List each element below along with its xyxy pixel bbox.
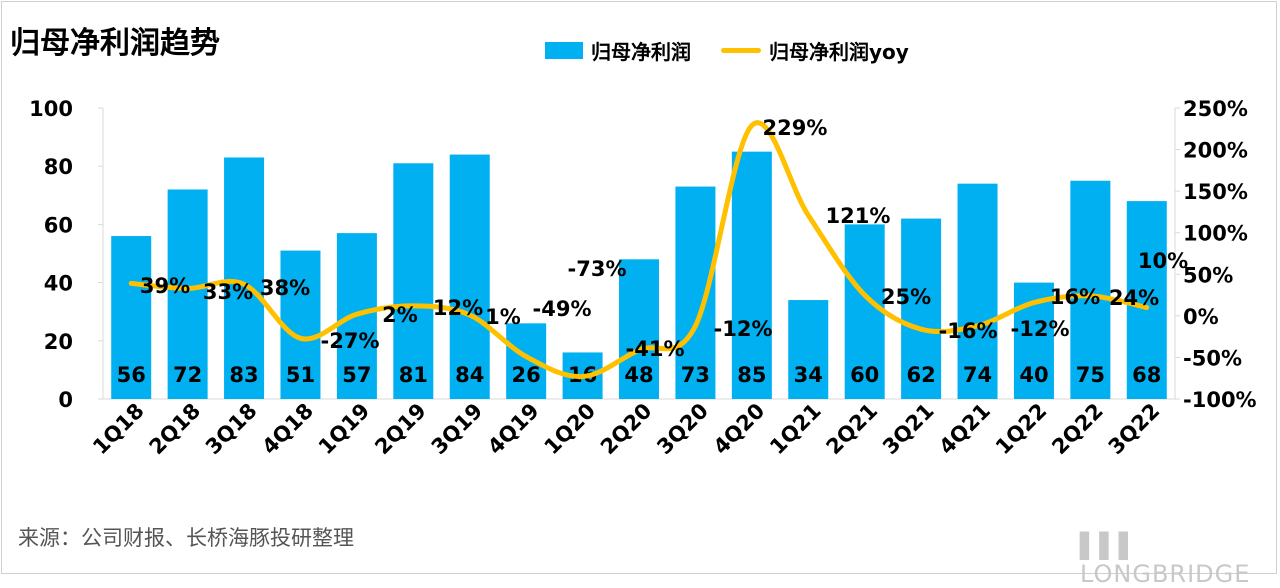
x-tick-label: 1Q22 (991, 399, 1052, 460)
bar-data-label: 83 (229, 363, 258, 387)
x-tick-label: 3Q20 (652, 399, 713, 460)
brand-logo: ▌▌▌ LONGBRIDGE (1080, 532, 1251, 588)
bar (111, 236, 152, 399)
left-tick-label: 0 (58, 388, 73, 412)
x-tick-label: 2Q19 (370, 399, 431, 460)
bar (224, 157, 265, 399)
line-data-label: -49% (533, 297, 592, 321)
bar-data-label: 62 (906, 363, 935, 387)
x-tick-label: 1Q20 (540, 399, 601, 460)
line-data-label: 39% (140, 274, 190, 298)
x-tick-label: 2Q20 (596, 399, 657, 460)
line-data-label: 24% (1109, 286, 1159, 310)
line-data-label: 10% (1138, 249, 1188, 273)
left-tick-label: 100 (29, 97, 73, 121)
x-tick-label: 4Q20 (709, 399, 770, 460)
yoy-line (128, 120, 1150, 380)
legend-swatch-bar (545, 42, 583, 59)
bar (449, 154, 490, 399)
bar-data-label: 34 (794, 363, 823, 387)
line-data-label: -41% (626, 337, 685, 361)
bar-data-label: 68 (1132, 363, 1161, 387)
bar-data-label: 75 (1076, 363, 1105, 387)
right-tick-label: 250% (1183, 97, 1248, 121)
right-tick-label: -100% (1183, 388, 1257, 412)
x-tick-label: 4Q18 (257, 399, 318, 460)
x-tick-label: 3Q18 (201, 399, 262, 460)
x-tick-label: 3Q22 (1104, 399, 1165, 460)
chart-title: 归母净利润趋势 (10, 26, 220, 61)
bar-data-label: 84 (455, 363, 484, 387)
right-tick-label: 150% (1183, 180, 1248, 204)
line-data-label: 121% (826, 204, 891, 228)
line-data-label: -12% (1011, 317, 1070, 341)
left-tick-label: 80 (44, 155, 73, 179)
x-tick-label: 3Q19 (427, 399, 488, 460)
line-data-label: 1% (485, 305, 521, 329)
bar-data-label: 74 (963, 363, 992, 387)
x-tick-label: 3Q21 (878, 399, 939, 460)
line-data-label: 229% (763, 116, 828, 140)
line-data-label: 33% (203, 280, 253, 304)
bar (788, 300, 829, 399)
line-data-label: 38% (260, 276, 310, 300)
bar-data-label: 73 (681, 363, 710, 387)
line-data-label: -27% (321, 329, 380, 353)
bar (506, 323, 547, 399)
x-tick-label: 4Q21 (934, 399, 995, 460)
right-tick-label: 50% (1183, 263, 1233, 287)
x-tick-label: 2Q18 (145, 399, 206, 460)
line-data-label: -12% (714, 317, 773, 341)
bar (731, 151, 772, 399)
line-data-label: 25% (881, 285, 931, 309)
bar (619, 259, 659, 399)
chart-frame (1, 1, 1277, 574)
x-tick-label: 1Q21 (765, 399, 826, 460)
line-data-label: -16% (939, 319, 998, 343)
brand-text: LONGBRIDGE (1080, 560, 1251, 588)
bar (280, 250, 321, 399)
x-tick-label: 2Q22 (1047, 399, 1108, 460)
legend-label-line: 归母净利润yoy (769, 40, 909, 64)
x-tick-label: 1Q18 (88, 399, 149, 460)
x-tick-label: 1Q19 (314, 399, 375, 460)
bar (167, 189, 208, 399)
bar-data-label: 26 (512, 363, 541, 387)
bar-data-label: 72 (173, 363, 202, 387)
bar-data-label: 51 (286, 363, 315, 387)
line-data-label: 2% (382, 303, 418, 327)
bar-data-label: 60 (850, 363, 879, 387)
right-tick-label: 0% (1183, 305, 1219, 329)
right-tick-label: 200% (1183, 139, 1248, 163)
bar-data-label: 81 (399, 363, 428, 387)
bar-data-label: 56 (117, 363, 146, 387)
source-note: 来源：公司财报、长桥海豚投研整理 (18, 526, 354, 550)
left-tick-label: 20 (44, 330, 73, 354)
left-tick-label: 40 (44, 272, 73, 296)
line-data-label: -73% (568, 257, 627, 281)
bar-data-label: 85 (737, 363, 766, 387)
right-tick-label: -50% (1183, 346, 1242, 370)
bar (1070, 180, 1111, 399)
legend: 归母净利润 归母净利润yoy (545, 36, 909, 65)
bar (393, 163, 434, 399)
legend-swatch-line (721, 48, 761, 53)
left-tick-label: 60 (44, 213, 73, 237)
bar-data-label: 57 (342, 363, 371, 387)
bar-data-label: 48 (624, 363, 653, 387)
bar-data-label: 40 (1019, 363, 1048, 387)
bar (844, 224, 885, 399)
bar (901, 218, 942, 399)
right-tick-label: 100% (1183, 222, 1248, 246)
legend-label-bar: 归母净利润 (591, 40, 691, 64)
line-data-label: 12% (433, 296, 483, 320)
line-data-label: 16% (1050, 285, 1100, 309)
bar (957, 183, 998, 399)
x-tick-label: 2Q21 (822, 399, 883, 460)
bar (1126, 201, 1167, 399)
x-tick-label: 4Q19 (483, 399, 544, 460)
